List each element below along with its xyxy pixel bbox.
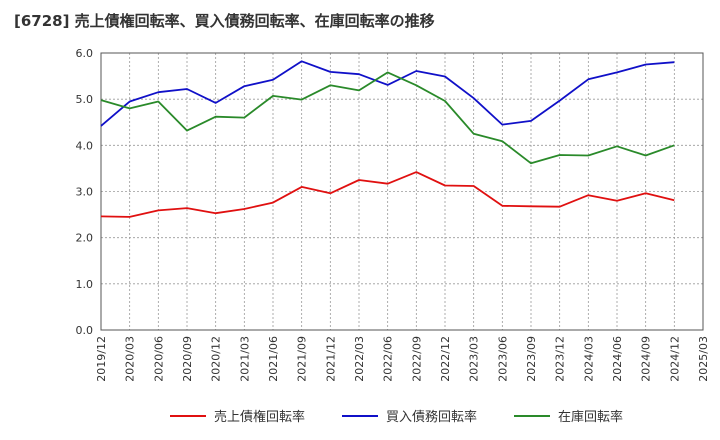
x-tick-label: 2020/06 <box>152 336 165 382</box>
x-tick-label: 2023/12 <box>554 336 567 382</box>
x-tick-label: 2020/09 <box>181 336 194 382</box>
x-tick-label: 2025/03 <box>697 336 710 382</box>
x-tick-label: 2024/03 <box>582 336 595 382</box>
y-tick-label: 6.0 <box>76 47 94 60</box>
legend-label-1: 売上債権回転率 <box>214 409 305 425</box>
y-tick-label: 2.0 <box>76 232 94 245</box>
x-tick-label: 2021/03 <box>238 336 251 382</box>
series-line-3 <box>100 71 675 165</box>
y-tick-label: 3.0 <box>76 186 94 199</box>
x-tick-label: 2021/12 <box>324 336 337 382</box>
x-tick-label: 2020/03 <box>124 336 137 382</box>
x-tick-label: 2021/06 <box>267 336 280 382</box>
x-tick-label: 2024/06 <box>611 336 624 382</box>
x-tick-label: 2021/09 <box>296 336 309 382</box>
x-tick-label: 2022/03 <box>353 336 366 382</box>
x-tick-label: 2023/03 <box>468 336 481 382</box>
series-line-2 <box>100 60 675 127</box>
y-tick-label: 5.0 <box>76 93 94 106</box>
x-tick-label: 2022/06 <box>382 336 395 382</box>
y-tick-label: 0.0 <box>76 324 94 337</box>
chart-title: [6728] 売上債権回転率、買入債務回転率、在庫回転率の推移 <box>14 12 435 30</box>
grid-layer <box>100 52 704 331</box>
series-line-1 <box>100 171 675 218</box>
x-tick-label: 2022/12 <box>439 336 452 382</box>
x-tick-label: 2020/12 <box>210 336 223 382</box>
legend-label-3: 在庫回転率 <box>558 409 623 425</box>
legend-layer: 売上債権回転率 買入債務回転率 在庫回転率 <box>170 409 623 425</box>
x-tick-label: 2024/12 <box>668 336 681 382</box>
plot-frame <box>100 52 704 331</box>
series-layer <box>100 60 675 218</box>
y-tick-label: 1.0 <box>76 278 94 291</box>
axis-layer: 0.0 1.0 2.0 3.0 4.0 5.0 6.0 2019/12 2020/03 2020/… <box>76 47 711 382</box>
legend-label-2: 買入債務回転率 <box>386 409 477 425</box>
x-tick-label: 2019/12 <box>95 336 108 382</box>
x-tick-label: 2023/09 <box>525 336 538 382</box>
x-tick-label: 2022/09 <box>410 336 423 382</box>
x-tick-label: 2024/09 <box>640 336 653 382</box>
y-tick-label: 4.0 <box>76 139 94 152</box>
x-tick-label: 2023/06 <box>496 336 509 382</box>
